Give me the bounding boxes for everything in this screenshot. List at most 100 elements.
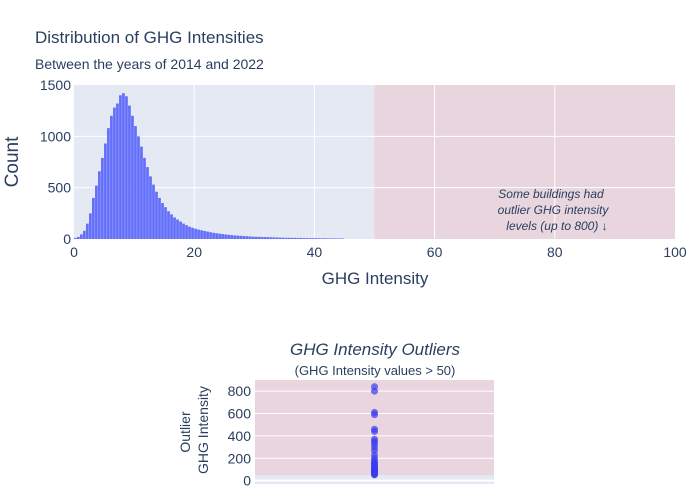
histogram-bar: [341, 238, 345, 239]
histogram-y-tick: 500: [48, 180, 72, 196]
histogram-bar: [305, 238, 309, 239]
histogram-bar: [332, 238, 336, 239]
histogram-bar: [224, 234, 227, 239]
histogram-bar: [77, 236, 80, 239]
histogram-bar: [176, 219, 179, 239]
scatter-subtitle: (GHG Intensity values > 50): [295, 363, 456, 378]
outlier-scatter-chart: GHG Intensity Outliers (GHG Intensity va…: [177, 340, 494, 489]
histogram-bars: [74, 93, 345, 240]
histogram-bar: [182, 223, 185, 239]
histogram-bar: [326, 238, 330, 239]
histogram-bar: [281, 237, 285, 239]
histogram-bar: [278, 237, 282, 239]
histogram-bar: [158, 197, 161, 239]
histogram-bar: [155, 191, 158, 239]
outlier-region-shading: [374, 85, 675, 239]
histogram-bar: [329, 238, 333, 239]
histogram-bar: [167, 211, 170, 239]
histogram-bar: [161, 203, 164, 239]
scatter-y-tick: 200: [228, 450, 252, 466]
histogram-bar: [92, 197, 95, 239]
histogram-bar: [197, 229, 200, 239]
histogram-y-axis-label: Count: [2, 136, 23, 187]
histogram-bar: [287, 237, 291, 239]
scatter-y-tick: 800: [228, 383, 252, 399]
histogram-bar: [263, 237, 267, 239]
annotation-line-2: outlier GHG intensity: [498, 203, 610, 217]
scatter-y-tick-labels: 0 200 400 600 800: [228, 383, 252, 488]
histogram-bar: [98, 171, 101, 239]
scatter-y-tick: 0: [243, 473, 251, 489]
scatter-point: [371, 471, 378, 479]
histogram-bar: [206, 231, 209, 239]
histogram-bar: [335, 238, 339, 239]
histogram-bar: [116, 103, 119, 239]
histogram-title: Distribution of GHG Intensities: [35, 28, 264, 47]
histogram-bar: [296, 237, 300, 239]
histogram-bar: [215, 233, 218, 239]
histogram-bar: [137, 136, 140, 239]
scatter-point: [371, 427, 378, 435]
histogram-bar: [95, 185, 98, 239]
histogram-bar: [191, 227, 194, 239]
histogram-bar: [311, 238, 315, 239]
histogram-bar: [272, 237, 276, 239]
histogram-bar: [230, 235, 233, 239]
histogram-bar: [179, 221, 182, 239]
scatter-points: [371, 383, 378, 479]
histogram-bar: [260, 236, 264, 239]
histogram-x-tick: 0: [70, 244, 78, 260]
histogram-bar: [293, 237, 297, 239]
histogram-chart: Distribution of GHG Intensities Between …: [2, 28, 687, 288]
histogram-x-tick-labels: 0 20 40 60 80 100: [70, 244, 687, 260]
histogram-bar: [323, 238, 327, 239]
histogram-bar: [248, 236, 251, 239]
histogram-bar: [317, 238, 321, 239]
histogram-bar: [200, 230, 203, 239]
histogram-bar: [107, 128, 110, 239]
histogram-bar: [245, 236, 248, 239]
histogram-x-tick: 40: [307, 244, 323, 260]
histogram-bar: [236, 235, 239, 239]
histogram-bar: [83, 230, 86, 239]
histogram-bar: [119, 95, 122, 240]
histogram-bar: [212, 232, 215, 239]
annotation-line-1: Some buildings had: [498, 187, 604, 201]
outlier-annotation: Some buildings had outlier GHG intensity…: [498, 187, 610, 233]
histogram-bar: [239, 235, 242, 239]
histogram-bar: [302, 238, 306, 239]
histogram-bar: [257, 236, 261, 239]
histogram-bar: [314, 238, 318, 239]
histogram-bar: [86, 223, 89, 239]
annotation-line-3: levels (up to 800) ↓: [506, 219, 607, 233]
histogram-bar: [152, 184, 155, 239]
histogram-bar: [251, 236, 254, 239]
histogram-bar: [74, 237, 77, 239]
histogram-bar: [146, 167, 149, 239]
histogram-bar: [188, 226, 191, 239]
histogram-bar: [170, 214, 173, 239]
histogram-bar: [275, 237, 279, 239]
histogram-bar: [143, 157, 146, 239]
histogram-bar: [164, 207, 167, 239]
scatter-point: [371, 387, 378, 395]
histogram-bar: [131, 115, 134, 239]
histogram-x-tick: 20: [186, 244, 202, 260]
histogram-bar: [209, 232, 212, 239]
histogram-x-tick: 80: [547, 244, 563, 260]
histogram-bar: [284, 237, 288, 239]
histogram-x-tick: 100: [663, 244, 687, 260]
histogram-bar: [140, 146, 143, 239]
histogram-bar: [173, 217, 176, 239]
histogram-y-tick: 1000: [40, 128, 71, 144]
histogram-y-tick: 0: [63, 231, 71, 247]
histogram-bar: [221, 234, 224, 239]
scatter-y-tick: 600: [228, 406, 252, 422]
scatter-y-label-line-2: GHG Intensity: [195, 386, 211, 474]
histogram-bar: [101, 157, 104, 239]
histogram-bar: [242, 236, 245, 239]
histogram-subtitle: Between the years of 2014 and 2022: [35, 56, 264, 72]
histogram-bar: [185, 225, 188, 239]
histogram-bar: [338, 238, 342, 239]
